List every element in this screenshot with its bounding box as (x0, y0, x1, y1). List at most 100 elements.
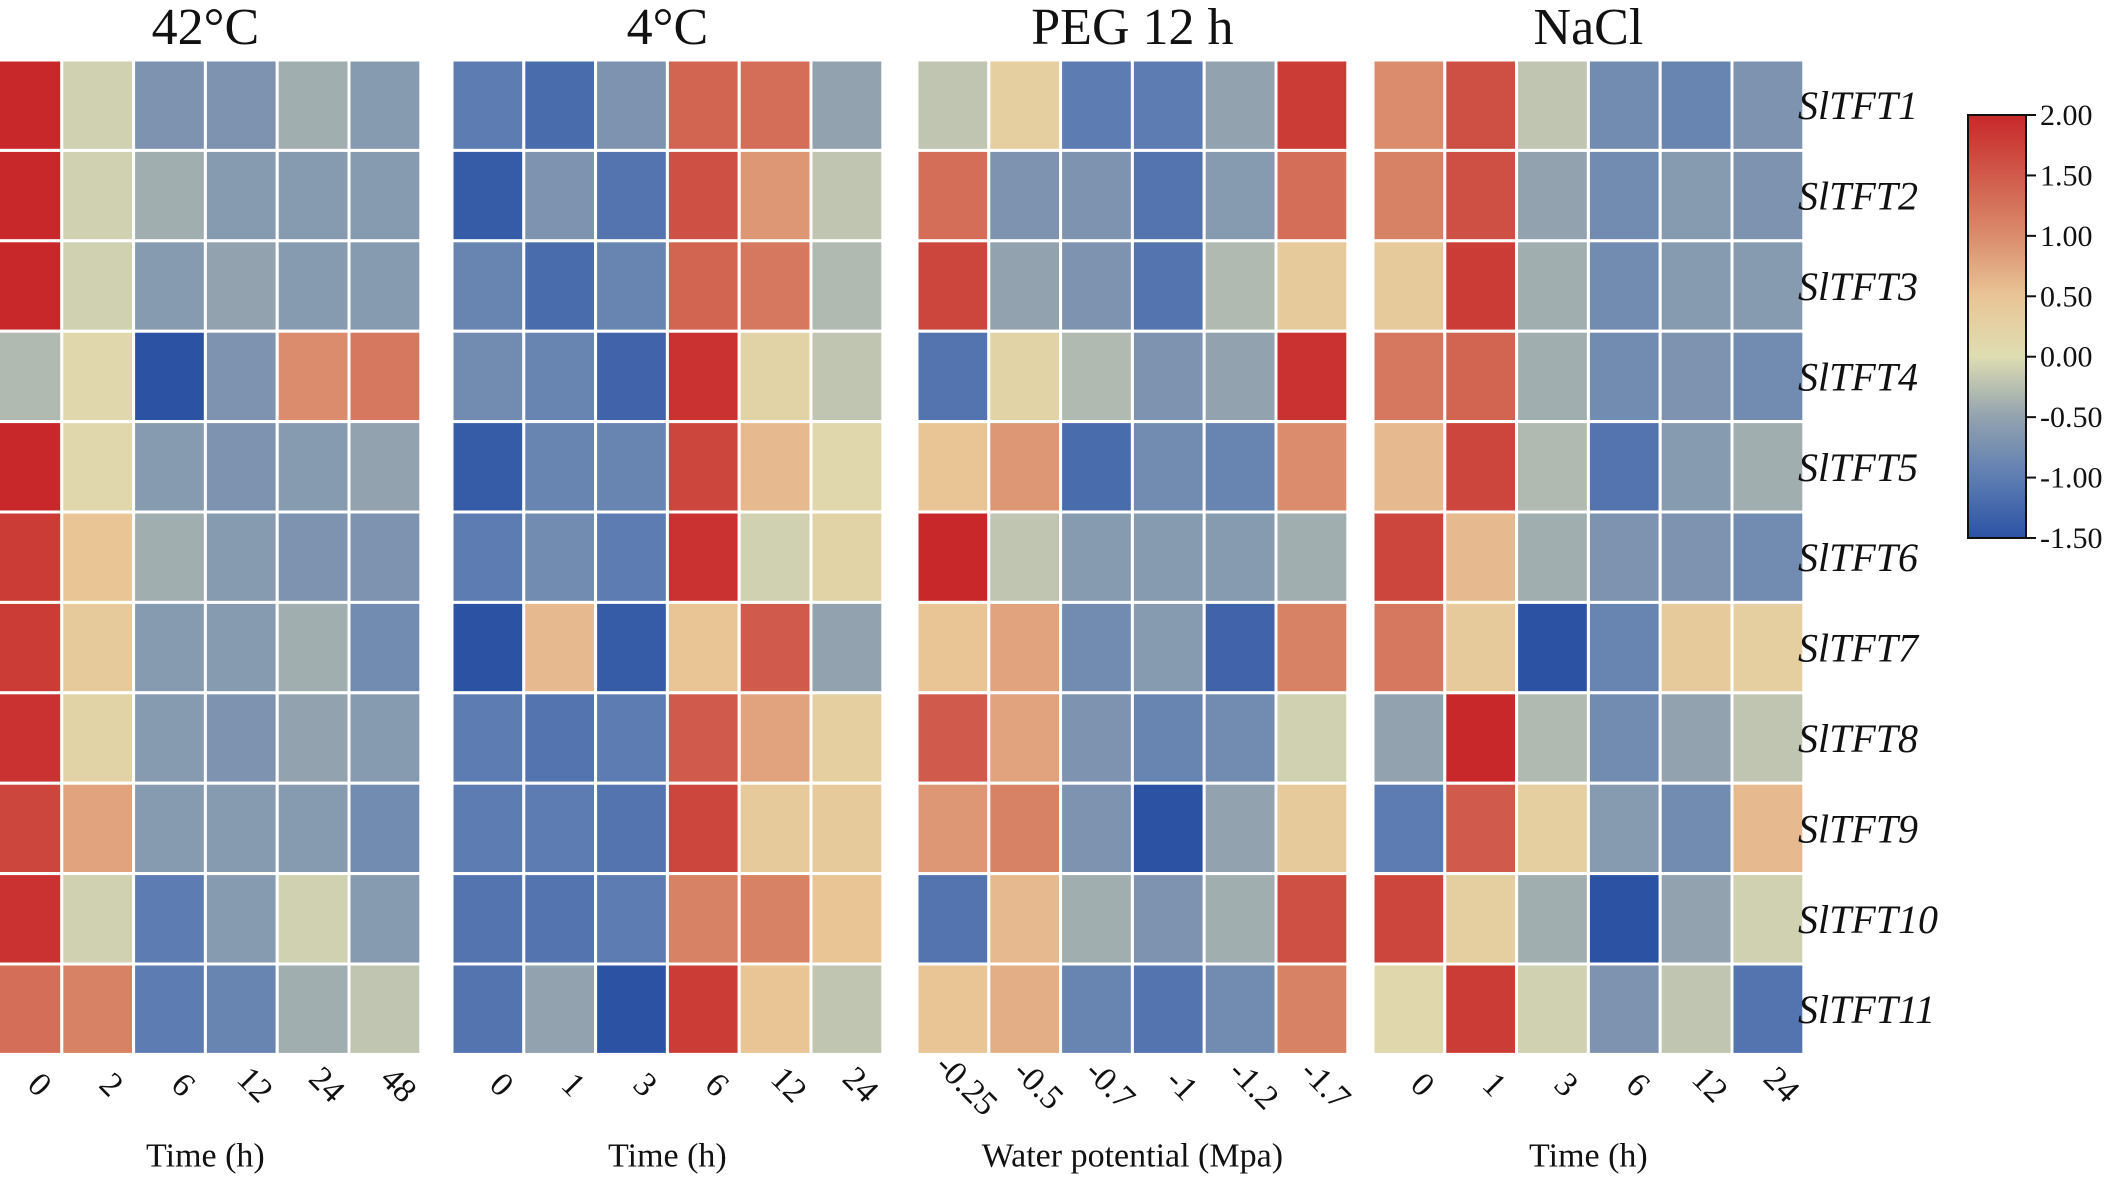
heatmap-cell (1059, 600, 1134, 695)
heatmap-cell (522, 600, 598, 695)
heatmap-cell (1059, 420, 1134, 514)
heatmap-cell (915, 148, 991, 243)
heatmap-cell (203, 510, 279, 604)
heatmap-cell (275, 962, 351, 1056)
heatmap-cell (203, 329, 279, 424)
heatmap-cell (1730, 329, 1806, 424)
heatmap-cell (1059, 872, 1134, 966)
gene-labels: SlTFT1 SlTFT2 SlTFT3 SlTFT4 SlTFT5 SlTFT6 SlTF… (1798, 83, 1938, 1032)
heatmap-cell (60, 600, 136, 695)
heatmap-cell (1586, 239, 1662, 333)
heatmap-cell (450, 691, 526, 785)
heatmap-cell (987, 781, 1063, 876)
heatmap-cell (809, 148, 885, 243)
panel-title: NaCl (1534, 0, 1644, 56)
x-tick-label: 12 (763, 1060, 813, 1110)
x-tick-label: 24 (835, 1060, 885, 1110)
heatmap-cell (1371, 239, 1447, 333)
heatmap-cell (1515, 962, 1590, 1056)
heatmap-cell (1130, 329, 1206, 424)
heatmap-cell (132, 329, 207, 424)
heatmap-cell (594, 148, 669, 243)
heatmap-cell (987, 148, 1063, 243)
heatmap-cell (203, 420, 279, 514)
heatmap-cell (1130, 420, 1206, 514)
heatmap-cell (1730, 781, 1806, 876)
heatmap-cell (809, 420, 885, 514)
heatmap-cell (809, 510, 885, 604)
heatmap-cell (1443, 600, 1519, 695)
heatmap-cell (1371, 872, 1447, 966)
panel-title: PEG 12 h (1031, 0, 1233, 56)
heatmap-cell (809, 239, 885, 333)
heatmap-cell (60, 510, 136, 604)
heatmap-cell (594, 239, 669, 333)
x-tick-label: -0.7 (1078, 1053, 1142, 1117)
heatmap-cell (1586, 691, 1662, 785)
heatmap-cell (1586, 781, 1662, 876)
heatmap-cell (665, 872, 741, 966)
heatmap-cell (60, 781, 136, 876)
heatmap-cell (1443, 420, 1519, 514)
heatmap-cell (809, 781, 885, 876)
heatmap-cell (450, 510, 526, 604)
heatmap-cell (1274, 148, 1350, 243)
heatmap-cell (347, 781, 423, 876)
heatmap-cell (1586, 600, 1662, 695)
heatmap-cell (1274, 329, 1350, 424)
heatmap-cell (347, 58, 423, 152)
heatmap-cell (522, 58, 598, 152)
heatmap-cell (132, 148, 207, 243)
heatmap-cell (1274, 58, 1350, 152)
heatmap-cell (1515, 420, 1590, 514)
heatmap-cell (0, 420, 64, 514)
heatmap-cell (1371, 962, 1447, 1056)
heatmap-cell (1130, 510, 1206, 604)
heatmap-cell (203, 691, 279, 785)
heatmap-cell (0, 510, 64, 604)
x-tick-label: 3 (626, 1066, 664, 1104)
heatmap-cell (275, 329, 351, 424)
heatmap-cell (0, 329, 64, 424)
heatmap-cell (665, 239, 741, 333)
heatmap-cell (1586, 872, 1662, 966)
heatmap-cell (987, 872, 1063, 966)
heatmap-cell (132, 691, 207, 785)
heatmap-cell (1730, 148, 1806, 243)
heatmap-cell (1443, 781, 1519, 876)
heatmap-cell (1443, 962, 1519, 1056)
heatmap-cell (987, 962, 1063, 1056)
x-tick-label: 6 (698, 1066, 736, 1104)
heatmap-cell (60, 148, 136, 243)
x-axis-label: Time (h) (146, 1137, 265, 1174)
heatmap-cell (665, 58, 741, 152)
heatmap-cell (347, 872, 423, 966)
heatmap-cell (665, 691, 741, 785)
heatmap-cell (809, 962, 885, 1056)
heatmap-cell (1586, 962, 1662, 1056)
heatmap-cell (1515, 872, 1590, 966)
color-legend-label: -1.00 (2040, 462, 2103, 495)
heatmap-cell (203, 962, 279, 1056)
heatmap-cell (1130, 600, 1206, 695)
heatmap-cell (522, 691, 598, 785)
heatmap-cell (1443, 329, 1519, 424)
heatmap-cell (665, 148, 741, 243)
color-legend-label: -1.50 (2040, 522, 2103, 555)
x-tick-label: 48 (373, 1060, 423, 1110)
heatmap-cell (1586, 148, 1662, 243)
heatmap-cell (347, 691, 423, 785)
heatmap-cell (1130, 58, 1206, 152)
x-tick-label: 24 (301, 1060, 351, 1110)
heatmap-cell (1730, 962, 1806, 1056)
heatmap-cell (347, 510, 423, 604)
x-tick-label: -0.25 (928, 1047, 1004, 1123)
heatmap-cell (915, 420, 991, 514)
color-legend-label: 0.50 (2040, 280, 2093, 313)
heatmap-cell (737, 510, 813, 604)
heatmap-cell (1059, 329, 1134, 424)
heatmap-cell (1443, 239, 1519, 333)
heatmap-cell (1515, 58, 1590, 152)
heatmap-cell (1658, 691, 1734, 785)
heatmap-cell (594, 329, 669, 424)
